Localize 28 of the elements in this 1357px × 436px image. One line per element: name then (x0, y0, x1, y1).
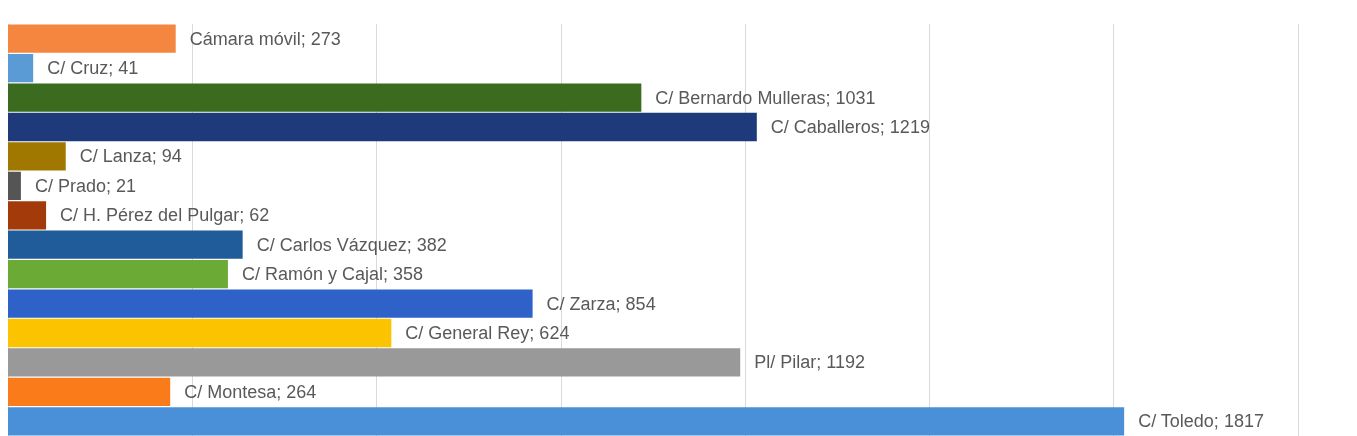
data-label: C/ General Rey; 624 (405, 323, 570, 343)
data-label: C/ Lanza; 94 (79, 146, 182, 167)
data-label: C/ Zarza; 854 (546, 293, 656, 314)
bar (8, 24, 176, 53)
bar (8, 201, 47, 230)
bar (8, 407, 1125, 436)
bar (8, 318, 392, 348)
bar (8, 289, 533, 318)
data-label: C/ Carlos Vázquez; 382 (256, 234, 447, 255)
data-label: C/ Cruz; 41 (47, 58, 139, 79)
bar (8, 377, 171, 406)
bar (8, 54, 34, 83)
data-label: C/ Prado; 21 (34, 175, 136, 196)
bar (8, 230, 243, 259)
bar (8, 83, 642, 112)
bar (8, 348, 741, 377)
bar (8, 171, 21, 200)
bar (8, 142, 66, 171)
data-label: Pl/ Pilar; 1192 (754, 352, 865, 373)
data-label: C/ Montesa; 264 (184, 381, 317, 402)
bar (8, 112, 757, 142)
bar (8, 260, 228, 289)
data-label: C/ Caballeros; 1219 (770, 117, 930, 137)
data-label: Cámara móvil; 273 (189, 28, 341, 49)
data-label: C/ H. Pérez del Pulgar; 62 (60, 205, 270, 226)
data-label: C/ Ramón y Cajal; 358 (241, 264, 424, 285)
data-label: C/ Toledo; 1817 (1138, 411, 1264, 432)
data-label: C/ Bernardo Mulleras; 1031 (655, 87, 876, 108)
